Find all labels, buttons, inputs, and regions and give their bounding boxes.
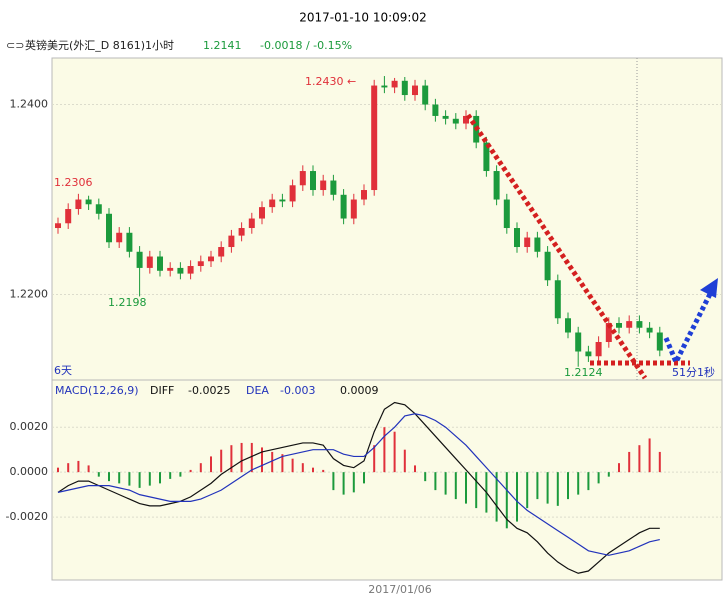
- diff-value: -0.0025: [188, 384, 230, 397]
- candle-body: [401, 80, 408, 96]
- candle-body: [340, 194, 347, 219]
- candle-body: [575, 332, 582, 352]
- macd-panel: [51, 379, 723, 581]
- high-label: 1.2306: [54, 176, 93, 189]
- candle-body: [75, 199, 82, 210]
- candle-body: [65, 209, 72, 224]
- candle-body: [381, 85, 388, 88]
- dea-value: -0.003: [280, 384, 315, 397]
- candle-body: [126, 232, 133, 252]
- candle-body: [269, 199, 276, 208]
- candle-body: [289, 185, 296, 202]
- period-label: 6天: [54, 364, 72, 377]
- candle-body: [371, 85, 378, 191]
- candle-body: [463, 115, 469, 124]
- macd-value: 0.0009: [340, 384, 379, 397]
- candle-body: [514, 228, 520, 248]
- candle-body: [218, 247, 225, 257]
- candle-body: [197, 261, 204, 267]
- macd-title: MACD(12,26,9): [55, 384, 139, 397]
- candle-body: [55, 223, 61, 229]
- y-tick-label: 1.2400: [10, 98, 49, 111]
- legend-diff: DIFF: [150, 384, 174, 397]
- change: -0.0018 / -0.15%: [260, 39, 352, 52]
- candle-body: [452, 118, 459, 124]
- price-panel: [51, 57, 723, 381]
- y-tick-label: 1.2200: [10, 288, 49, 301]
- countdown: 51分1秒: [672, 365, 715, 379]
- y-tick-label: 0.0000: [10, 465, 49, 478]
- low-label: 1.2124: [564, 366, 603, 379]
- trend-line: [465, 113, 648, 380]
- y-tick-label: -0.0020: [6, 510, 48, 523]
- candle-body: [299, 171, 306, 186]
- candle-body: [85, 199, 92, 205]
- candle-body: [330, 180, 337, 195]
- high-label: 1.2430: [305, 75, 344, 88]
- candle-body: [391, 80, 398, 88]
- low-label: 1.2198: [108, 296, 147, 309]
- candle-body: [616, 323, 622, 328]
- macd-line: [57, 401, 660, 574]
- candle-body: [350, 199, 357, 219]
- candle-body: [656, 332, 663, 351]
- candle-body: [605, 323, 612, 343]
- candle-body: [177, 267, 184, 274]
- candle-body: [106, 213, 112, 243]
- candle-body: [187, 266, 194, 274]
- candle-body: [503, 199, 510, 229]
- candle-body: [95, 204, 102, 214]
- candle-body: [279, 199, 286, 202]
- candle-body: [565, 318, 571, 333]
- candle-body: [422, 85, 429, 105]
- candle-body: [442, 115, 449, 119]
- candle-body: [493, 171, 500, 200]
- macd-line: [57, 413, 660, 556]
- candle-body: [412, 85, 418, 96]
- candle-body: [524, 237, 531, 248]
- timestamp: 2017-01-10 10:09:02: [299, 11, 426, 25]
- candle-body: [483, 142, 490, 172]
- candle-body: [116, 232, 123, 243]
- candle-body: [636, 321, 643, 328]
- candle-body: [310, 171, 316, 191]
- candle-body: [259, 207, 265, 219]
- candle-body: [646, 327, 653, 333]
- candle-body: [228, 235, 235, 248]
- forecast-arrow: [663, 288, 715, 369]
- candle-body: [361, 190, 367, 200]
- y-tick-label: 0.0020: [10, 420, 49, 433]
- candle-body: [320, 180, 327, 191]
- candle-body: [626, 321, 633, 328]
- candle-body: [136, 251, 143, 268]
- candle-body: [534, 237, 541, 252]
- plot: 1.2200 1.2400 -0.0020 0.0000 0.0020: [6, 76, 722, 574]
- price: 1.2141: [203, 39, 242, 52]
- arrow-head: [700, 278, 718, 298]
- symbol: 英镑美元(外汇_D 8161)1小时: [25, 38, 174, 52]
- candle-body: [146, 256, 153, 268]
- candle-body: [157, 256, 163, 271]
- candle-body: [238, 228, 245, 236]
- candle-body: [248, 218, 255, 229]
- candle-body: [167, 267, 174, 271]
- candle-body: [544, 251, 551, 281]
- chart-icon: ⊂⊃: [6, 39, 24, 52]
- candle-body: [208, 256, 214, 262]
- candle-body: [432, 104, 439, 116]
- x-axis-label: 2017/01/06: [368, 583, 431, 596]
- candle-body: [595, 342, 602, 357]
- candle-body: [554, 280, 561, 319]
- high-arrow: ←: [347, 75, 356, 88]
- legend-dea: DEA: [246, 384, 269, 397]
- candle-body: [585, 351, 592, 357]
